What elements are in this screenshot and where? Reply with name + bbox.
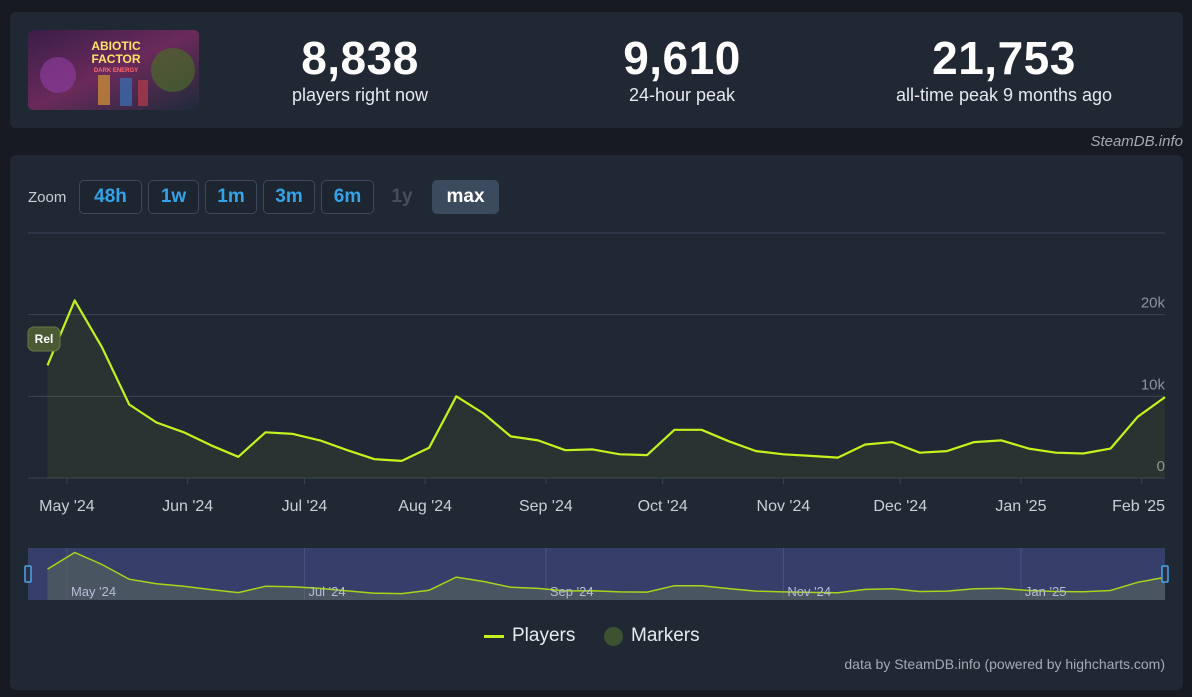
chart-legend: Players Markers — [10, 625, 1183, 649]
legend-players[interactable]: Players — [484, 625, 575, 647]
alltime-peak-label: all-time peak 9 months ago — [895, 85, 1113, 105]
x-tick-label: Aug '24 — [398, 498, 452, 515]
highcharts-credit[interactable]: data by SteamDB.info (powered by highcha… — [844, 656, 1165, 672]
thumb-title-2: FACTOR — [91, 52, 140, 66]
zoom-1m-button[interactable]: 1m — [205, 180, 257, 214]
release-marker-label: Rel — [35, 332, 54, 346]
y-axis-labels: 0 10k 20k — [1141, 295, 1166, 475]
x-tick-label: Nov '24 — [757, 498, 811, 515]
y-tick-label: 20k — [1141, 295, 1166, 312]
current-players-value: 8,838 — [301, 32, 419, 84]
stat-alltime-peak: 21,753 all-time peak 9 months ago — [844, 32, 1164, 106]
x-tick-label: May '24 — [39, 498, 95, 515]
zoom-1w-button[interactable]: 1w — [148, 180, 199, 214]
zoom-max-button[interactable]: max — [432, 180, 499, 214]
navigator-labels: May '24 Jul '24 Sep '24 Nov '24 Jan '25 — [71, 584, 1067, 599]
x-axis-labels: May '24 Jun '24 Jul '24 Aug '24 Sep '24 Oct '… — [39, 478, 1165, 515]
legend-players-label: Players — [512, 625, 576, 646]
stats-panel: ABIOTIC FACTOR DARK ENERGY 8,838 players… — [10, 12, 1183, 128]
release-marker-flag[interactable] — [27, 326, 61, 352]
legend-players-swatch — [484, 634, 504, 638]
zoom-1y-button: 1y — [391, 186, 413, 207]
player-count-chart[interactable]: 0 10k 20k May '24 Jun '24 Jul '24 Aug '24 Sep … — [10, 155, 1183, 615]
legend-markers[interactable]: Markers — [604, 625, 700, 647]
x-tick-label: Sep '24 — [519, 498, 573, 515]
navigator-series-area — [47, 552, 1165, 600]
release-marker[interactable]: Rel — [27, 326, 61, 352]
navigator-tick-label: Nov '24 — [787, 584, 831, 599]
navigator-tick-label: Jul '24 — [308, 584, 345, 599]
alltime-peak-value: 21,753 — [932, 32, 1076, 84]
thumb-subtitle: DARK ENERGY — [94, 68, 138, 74]
x-tick-label: Jul '24 — [282, 498, 328, 515]
x-tick-label: Jan '25 — [995, 498, 1046, 515]
source-credit[interactable]: SteamDB.info — [1090, 133, 1183, 150]
legend-markers-swatch — [604, 626, 623, 646]
peak-24h-label: 24-hour peak — [628, 85, 736, 105]
x-tick-label: Dec '24 — [873, 498, 927, 515]
peak-24h-value: 9,610 — [623, 32, 741, 84]
zoom-48h-button[interactable]: 48h — [79, 180, 142, 214]
zoom-label: Zoom — [28, 189, 67, 206]
current-players-label: players right now — [291, 85, 429, 105]
navigator-left-handle[interactable] — [24, 565, 32, 583]
legend-markers-label: Markers — [631, 625, 700, 646]
grid-lines — [28, 232, 1165, 479]
zoom-6m-button[interactable]: 6m — [321, 180, 374, 214]
players-series-area — [47, 300, 1165, 478]
game-thumbnail-art: ABIOTIC FACTOR DARK ENERGY — [28, 30, 199, 110]
x-tick-label: Jun '24 — [162, 498, 213, 515]
zoom-3m-button[interactable]: 3m — [263, 180, 315, 214]
x-tick-label: Feb '25 — [1112, 498, 1165, 515]
navigator[interactable]: May '24 Jul '24 Sep '24 Nov '24 Jan '25 — [24, 548, 1169, 600]
y-tick-label: 0 — [1157, 458, 1165, 475]
navigator-tick-label: May '24 — [71, 584, 116, 599]
thumb-title-1: ABIOTIC — [91, 39, 141, 53]
stat-24h-peak: 9,610 24-hour peak — [522, 32, 842, 106]
navigator-right-handle[interactable] — [1161, 565, 1169, 583]
players-series-line[interactable] — [46, 299, 1166, 462]
y-tick-label: 10k — [1141, 376, 1166, 393]
stat-current-players: 8,838 players right now — [200, 32, 520, 106]
navigator-series-line — [47, 551, 1166, 595]
game-thumbnail[interactable]: ABIOTIC FACTOR DARK ENERGY — [28, 30, 199, 110]
chart-panel: Zoom 48h 1w 1m 3m 6m 1y max 0 10k 20k May … — [10, 155, 1183, 690]
navigator-tick-label: Sep '24 — [550, 584, 594, 599]
navigator-tick-label: Jan '25 — [1025, 584, 1067, 599]
x-tick-label: Oct '24 — [638, 498, 688, 515]
